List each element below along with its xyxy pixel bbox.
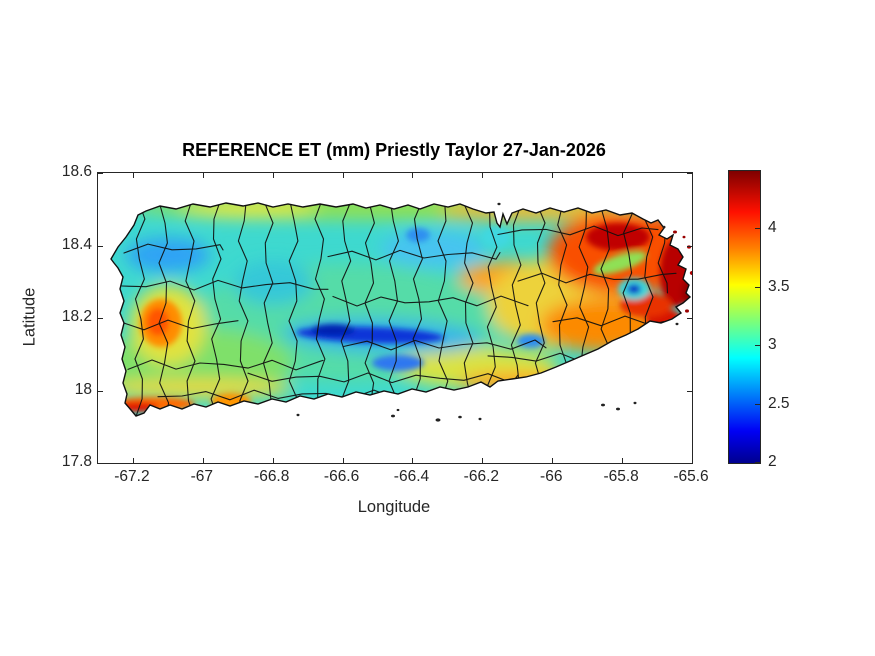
et-region-yunque-green-streak [593,251,647,275]
puerto-rico-map [110,202,692,422]
x-tick-label: -66.4 [393,468,430,485]
colorbar-tick-mark [755,462,760,463]
et-region-el-yunque-minimum [627,284,641,294]
x-tick-mark [272,458,274,463]
x-tick-mark [692,173,693,178]
x-tick-label: -66.6 [323,468,360,485]
y-tick-mark [98,245,103,247]
colorbar-tick-label: 4 [768,219,777,237]
y-tick-mark [687,463,692,464]
municipality-border-line [119,319,239,331]
municipality-border-line [247,372,519,384]
x-tick-mark [622,173,624,178]
municipality-border-line [342,339,547,351]
colorbar-tick-label: 2 [768,453,777,470]
y-tick-label: 18 [74,380,92,398]
municipality-border-line [184,203,196,416]
x-tick-mark [202,173,204,178]
colorbar [728,170,761,464]
et-region-north-central-blue [381,230,485,268]
municipality-border-line [517,272,677,284]
y-tick-mark [687,245,692,247]
x-tick-mark [482,458,484,463]
x-tick-label: -66 [540,468,563,485]
municipality-border-line [364,203,375,416]
et-region-north-blue-dot [406,228,430,242]
et-region-cordillera-darkest [311,324,355,336]
x-tick-mark [342,173,344,178]
x-tick-mark [412,458,414,463]
colorbar-tick-mark [755,228,760,230]
colorbar-tick-mark [755,403,760,405]
et-region-northwest-coast-yellow [178,203,318,218]
x-tick-label: -67.2 [114,468,150,485]
y-tick-mark [687,318,692,319]
x-tick-mark [202,458,204,463]
colorbar-tick-mark [755,286,760,288]
et-region-san-juan-bay-cyan [482,227,510,247]
municipality-border-line [210,203,222,416]
x-tick-mark [552,458,554,463]
y-tick-mark [98,173,103,174]
et-region-southwest-coast-red [114,402,158,412]
x-axis-label: Longitude [357,498,431,516]
x-tick-mark [622,458,624,463]
x-tick-mark [342,458,344,463]
colorbar-tick-mark [755,345,760,347]
y-tick-mark [98,318,103,319]
x-tick-label: -65.8 [603,468,639,485]
x-tick-mark [272,173,274,178]
et-region-cordillera-south-spur [372,355,424,371]
municipality-border-line [497,225,659,237]
et-region-south-coast-yellow-west [111,379,293,399]
municipality-border-line [123,243,224,254]
municipality-border-line [237,203,249,416]
plot-title: REFERENCE ET (mm) Priestly Taylor 27-Jan… [182,140,606,160]
y-tick-mark [687,173,692,174]
y-tick-label: 17.8 [61,453,92,470]
x-tick-label: -66.2 [463,468,500,485]
x-tick-mark [482,173,484,178]
municipality-border-line [158,203,170,416]
y-tick-mark [98,390,103,392]
y-tick-mark [98,463,103,464]
x-tick-label: -65.6 [673,468,709,485]
municipality-border-line [262,203,274,416]
municipality-border-line [327,249,501,261]
x-tick-label: -66.8 [254,468,290,485]
municipality-border-line [134,203,146,416]
y-tick-label: 18.6 [61,163,92,180]
x-tick-mark [692,458,693,463]
et-region-mayaguez-orange-core [147,308,169,336]
colorbar-tick-label: 3 [768,336,777,354]
y-tick-label: 18.2 [61,308,92,325]
municipality-border-line [332,295,529,307]
y-tick-label: 18.4 [61,235,92,253]
colorbar-tick-label: 2.5 [768,394,790,412]
municipality-border-line [127,359,324,371]
municipality-border-line [121,279,329,291]
x-tick-mark [412,173,414,178]
y-axis-label: Latitude [20,287,39,347]
x-tick-mark [132,458,134,463]
colorbar-tick-label: 3.5 [768,277,790,295]
x-tick-mark [552,173,554,178]
plot-area [97,172,693,464]
y-tick-mark [687,390,692,392]
x-tick-mark [132,173,134,178]
x-tick-label: -67 [190,468,214,485]
municipality-border-line [340,203,352,416]
